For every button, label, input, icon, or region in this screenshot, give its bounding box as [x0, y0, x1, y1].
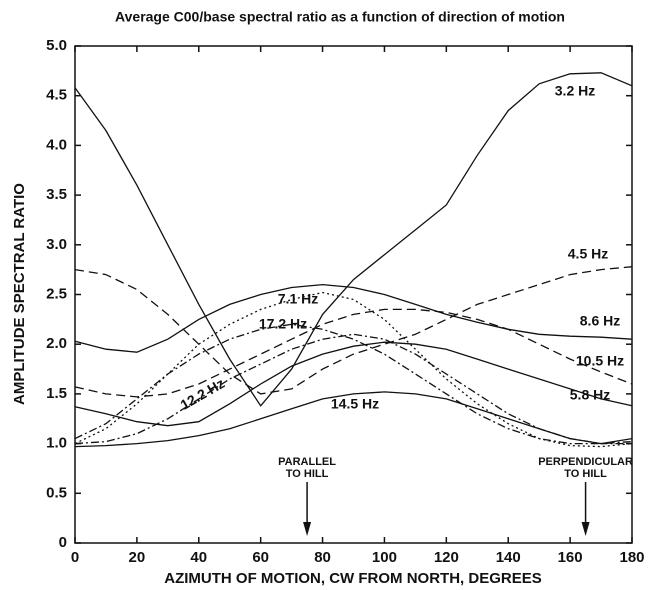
- series-line: [74, 283, 633, 353]
- y-tick-label: 3.0: [46, 236, 67, 253]
- y-tick-label: 2.5: [46, 285, 67, 302]
- x-tick-label: 100: [372, 549, 397, 566]
- series-label: 4.5 Hz: [568, 246, 608, 262]
- chart-title: Average C00/base spectral ratio as a fun…: [115, 9, 565, 25]
- y-tick-label: 1.5: [46, 385, 67, 402]
- x-axis-label: AZIMUTH OF MOTION, CW FROM NORTH, DEGREE…: [164, 570, 541, 587]
- annotation: TO HILL: [564, 468, 607, 480]
- y-axis-label: AMPLITUDE SPECTRAL RATIO: [11, 183, 28, 405]
- annotation-arrowhead: [303, 522, 312, 536]
- series-line: [74, 341, 633, 427]
- x-tick-label: 20: [129, 549, 146, 566]
- series-label: 17.2 Hz: [259, 316, 307, 332]
- y-tick-label: 4.5: [46, 87, 67, 104]
- y-tick-label: 4.0: [46, 136, 67, 153]
- x-tick-label: 160: [558, 549, 583, 566]
- series-label: 14.5 Hz: [331, 396, 379, 412]
- series-line: [74, 308, 633, 398]
- y-tick-label: 0: [59, 534, 67, 551]
- x-tick-label: 80: [314, 549, 331, 566]
- annotation: PERPENDICULAR: [538, 456, 633, 468]
- y-tick-label: 2.0: [46, 335, 67, 352]
- y-tick-label: 1.0: [46, 435, 67, 452]
- y-tick-label: 3.5: [46, 186, 67, 203]
- series-label: 5.8 Hz: [570, 387, 610, 403]
- x-tick-label: 60: [252, 549, 269, 566]
- series-line: [74, 333, 632, 445]
- series-label: 8.6 Hz: [580, 313, 620, 329]
- series-label: 12.2 Hz: [177, 375, 227, 413]
- series-label: 7.1 Hz: [278, 291, 318, 307]
- x-tick-label: 140: [496, 549, 521, 566]
- annotation: TO HILL: [286, 468, 329, 480]
- annotation: PARALLEL: [278, 456, 336, 468]
- x-tick-label: 0: [71, 549, 79, 566]
- x-tick-label: 180: [619, 549, 644, 566]
- plot-frame: [74, 45, 633, 544]
- series-label: 10.5 Hz: [576, 353, 624, 369]
- series-line: [74, 323, 633, 445]
- series-line: [74, 72, 633, 407]
- y-tick-label: 5.0: [46, 37, 67, 54]
- series-line: [74, 391, 633, 448]
- series-line: [74, 266, 633, 395]
- series-label: 3.2 Hz: [555, 83, 595, 99]
- x-tick-label: 120: [434, 549, 459, 566]
- x-tick-label: 40: [190, 549, 207, 566]
- y-tick-label: 0.5: [46, 484, 67, 501]
- annotation-arrowhead: [581, 522, 590, 536]
